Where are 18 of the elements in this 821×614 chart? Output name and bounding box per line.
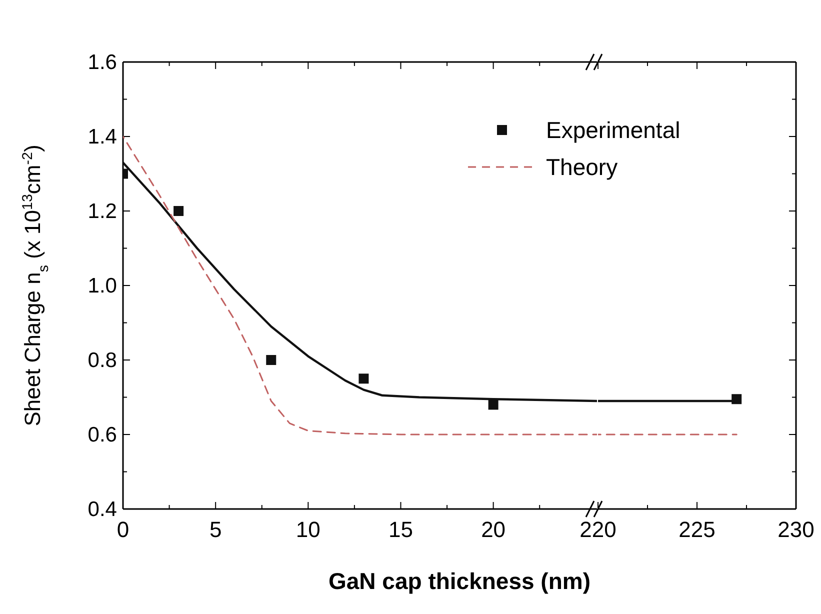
x-tick-label: 225 <box>678 517 716 542</box>
legend-label: Theory <box>546 154 618 180</box>
x-tick-label: 230 <box>778 517 814 542</box>
y-tick-label: 0.8 <box>88 349 117 372</box>
x-tick-label: 0 <box>116 517 130 542</box>
y-tick-label: 1.6 <box>88 51 117 74</box>
y-tick-label: 0.6 <box>88 424 117 446</box>
x-tick-label: 220 <box>580 517 616 542</box>
x-tick-label: 15 <box>388 517 413 542</box>
y-tick-label: 0.4 <box>88 498 118 521</box>
x-tick-label: 5 <box>209 517 222 542</box>
legend-label: Experimental <box>546 117 680 143</box>
x-tick-label: 10 <box>296 517 320 542</box>
y-tick-label: 1.4 <box>88 126 118 148</box>
y-tick-label: 1.0 <box>88 274 117 298</box>
x-axis-title: GaN cap thickness (nm) <box>328 568 591 594</box>
x-tick-label: 20 <box>481 517 506 542</box>
y-tick-label: 1.2 <box>88 200 117 223</box>
